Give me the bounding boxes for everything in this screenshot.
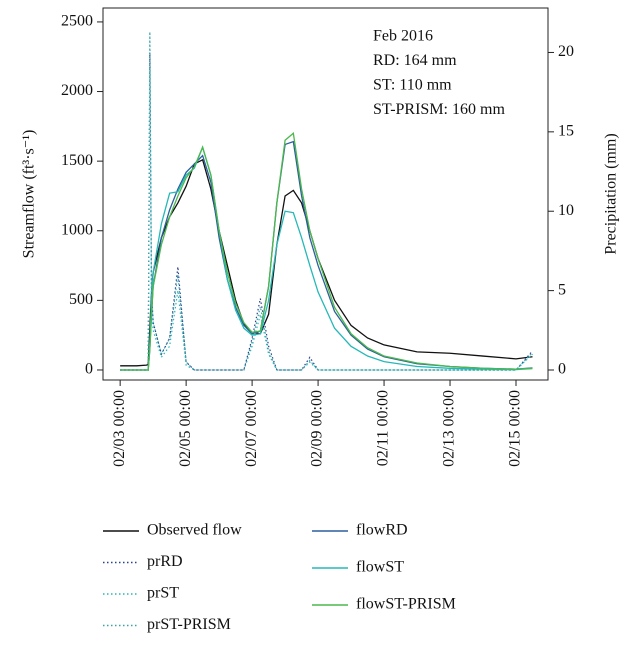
y2-tick-label: 5 <box>558 281 566 298</box>
legend-label: flowRD <box>356 522 408 539</box>
series-line <box>120 132 533 371</box>
legend-label: prRD <box>147 553 183 570</box>
annotation: ST: 110 mm <box>373 77 452 94</box>
annotation: ST-PRISM: 160 mm <box>373 101 505 118</box>
y2-axis-label: Precipitation (mm) <box>603 133 620 254</box>
y-tick-label: 2500 <box>61 13 93 30</box>
y2-tick-label: 10 <box>558 202 574 219</box>
y-axis-label: Streamflow (ft³·s⁻¹) <box>21 130 38 259</box>
series-line <box>120 158 533 367</box>
series-line <box>120 140 533 371</box>
y-tick-label: 500 <box>69 291 93 308</box>
series-line <box>120 31 533 371</box>
series-line <box>120 52 533 371</box>
y-tick-label: 1000 <box>61 221 93 238</box>
legend-label: prST <box>147 585 179 602</box>
x-tick-label: 02/07 00:00 <box>243 390 260 467</box>
legend-label: flowST-PRISM <box>356 596 456 613</box>
legend-label: flowST <box>356 559 404 576</box>
series-line <box>120 145 533 371</box>
annotation: Feb 2016 <box>373 28 433 45</box>
y-tick-label: 2000 <box>61 82 93 99</box>
y-tick-label: 1500 <box>61 152 93 169</box>
x-tick-label: 02/03 00:00 <box>111 390 128 467</box>
x-tick-label: 02/15 00:00 <box>507 390 524 467</box>
y2-tick-label: 0 <box>558 361 566 378</box>
plot-frame <box>102 7 549 381</box>
x-tick-label: 02/11 00:00 <box>375 390 392 466</box>
annotation: RD: 164 mm <box>373 52 457 69</box>
x-tick-label: 02/13 00:00 <box>441 390 458 467</box>
y2-tick-label: 15 <box>558 123 574 140</box>
y2-tick-label: 20 <box>558 43 574 60</box>
y-tick-label: 0 <box>85 361 93 378</box>
x-tick-label: 02/05 00:00 <box>177 390 194 467</box>
x-tick-label: 02/09 00:00 <box>309 390 326 467</box>
legend-label: Observed flow <box>147 522 242 539</box>
series-line <box>120 68 533 371</box>
legend-label: prST-PRISM <box>147 616 231 633</box>
